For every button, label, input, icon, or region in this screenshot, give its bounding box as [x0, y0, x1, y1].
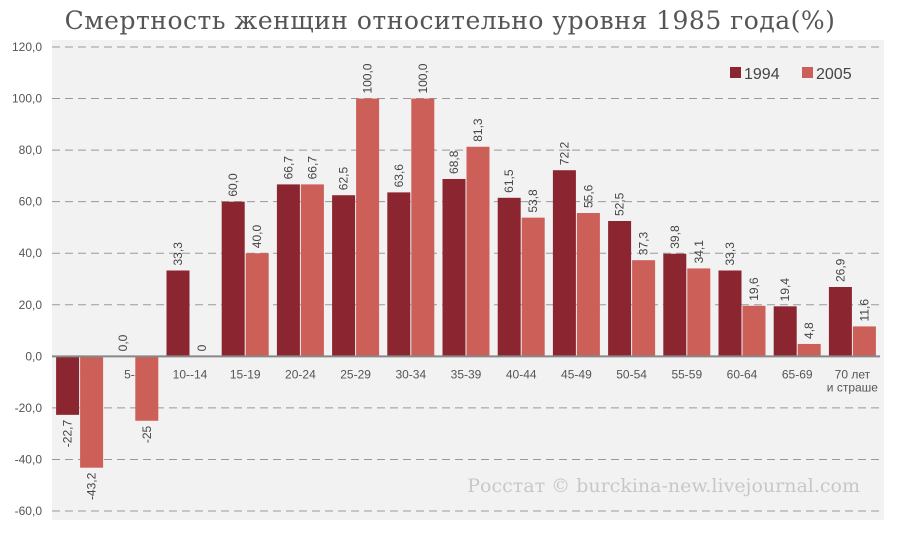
legend-label-1994: 1994: [744, 66, 780, 83]
x-tick-label: 25-29: [340, 367, 371, 381]
x-tick-label: 10--14: [173, 367, 208, 381]
data-label-1994: 60,0: [226, 173, 240, 197]
data-label-1994: 61,5: [502, 169, 516, 193]
legend-swatch-1994: [730, 67, 741, 78]
data-label-2005: 66,7: [305, 156, 319, 180]
bar-2005: [466, 146, 490, 357]
bar-2005: [687, 268, 711, 357]
x-tick-label: и страше: [827, 380, 879, 394]
y-tick-label: 80,0: [19, 143, 43, 157]
data-label-2005: 53,8: [526, 189, 540, 213]
bar-2005: [300, 184, 324, 357]
y-tick-label: 100,0: [12, 92, 42, 106]
x-tick-label: 30-34: [395, 367, 426, 381]
data-label-2005: 11,6: [857, 299, 871, 322]
bar-1994: [497, 197, 521, 357]
data-label-1994: 63,6: [392, 164, 406, 188]
bar-1994: [387, 192, 411, 357]
x-tick-label: 50-54: [616, 367, 647, 381]
y-tick-label: 20,0: [19, 298, 43, 312]
chart-title: Смертность женщин относительно уровня 19…: [64, 6, 836, 35]
x-tick-label: 35-39: [451, 367, 482, 381]
legend-swatch-2005: [802, 67, 813, 78]
data-label-1994: 19,4: [778, 278, 792, 302]
data-label-1994: 33,3: [171, 242, 185, 266]
bar-1994: [663, 253, 687, 357]
bar-1994: [442, 178, 466, 357]
data-label-1994: 52,5: [613, 192, 627, 216]
data-label-2005: -43,2: [85, 472, 99, 500]
bar-2005: [245, 253, 269, 357]
bar-2005: [356, 98, 380, 357]
data-label-1994: 66,7: [281, 156, 295, 180]
bar-2005: [632, 260, 656, 357]
bar-1994: [773, 306, 797, 357]
data-label-1994: 39,8: [668, 225, 682, 249]
data-label-1994: 72,2: [557, 142, 571, 166]
data-label-2005: 0: [195, 344, 209, 351]
y-tick-label: 60,0: [19, 195, 43, 209]
data-label-1994: 33,3: [723, 242, 737, 266]
y-tick-label: 0,0: [25, 349, 42, 363]
bar-1994: [608, 221, 632, 357]
x-tick-label: 65-69: [782, 367, 813, 381]
data-label-1994: 0,0: [116, 334, 130, 351]
bar-2005: [521, 217, 545, 357]
bar-2005: [576, 213, 600, 357]
bar-2005: [797, 343, 821, 357]
bar-1994: [332, 195, 356, 357]
y-tick-label: 40,0: [19, 246, 43, 260]
x-tick-label: 60-64: [727, 367, 758, 381]
data-label-2005: 40,0: [250, 225, 264, 249]
bar-2005: [80, 356, 104, 468]
y-tick-label: -40,0: [15, 452, 43, 466]
bar-1994: [221, 201, 245, 357]
data-label-2005: 4,8: [802, 322, 816, 339]
legend-label-2005: 2005: [816, 66, 852, 83]
x-tick-label: 15-19: [230, 367, 261, 381]
data-label-2005: 100,0: [416, 63, 430, 93]
data-label-1994: 62,5: [337, 167, 351, 191]
x-tick-label: 70 лет: [835, 367, 871, 381]
bar-2005: [411, 98, 435, 357]
data-label-2005: 100,0: [361, 63, 375, 93]
watermark: Росстат © burckina-new.livejournal.com: [467, 475, 860, 497]
data-label-1994: 68,8: [447, 150, 461, 174]
bar-1994: [828, 286, 852, 357]
data-label-2005: 55,6: [581, 184, 595, 208]
y-tick-label: -60,0: [15, 504, 43, 518]
data-label-2005: 37,3: [637, 232, 651, 256]
x-tick-label: 20-24: [285, 367, 316, 381]
data-label-2005: 81,3: [471, 118, 485, 142]
data-label-1994: -22,7: [61, 420, 75, 448]
data-label-2005: 34,1: [692, 240, 706, 264]
bar-1994: [276, 184, 300, 357]
bar-1994: [552, 170, 576, 357]
y-tick-label: 120,0: [12, 40, 42, 54]
y-tick-label: -20,0: [15, 401, 43, 415]
data-label-2005: 19,6: [747, 277, 761, 301]
x-tick-label: 55-59: [671, 367, 702, 381]
data-label-2005: -25: [140, 425, 154, 443]
bar-2005: [742, 305, 766, 357]
bar-1994: [718, 270, 742, 357]
x-tick-label: 45-49: [561, 367, 592, 381]
bar-1994: [56, 356, 80, 415]
data-label-1994: 26,9: [833, 258, 847, 282]
bar-2005: [852, 326, 876, 357]
bar-2005: [135, 356, 159, 421]
x-tick-label: 40-44: [506, 367, 537, 381]
bar-1994: [166, 270, 190, 357]
